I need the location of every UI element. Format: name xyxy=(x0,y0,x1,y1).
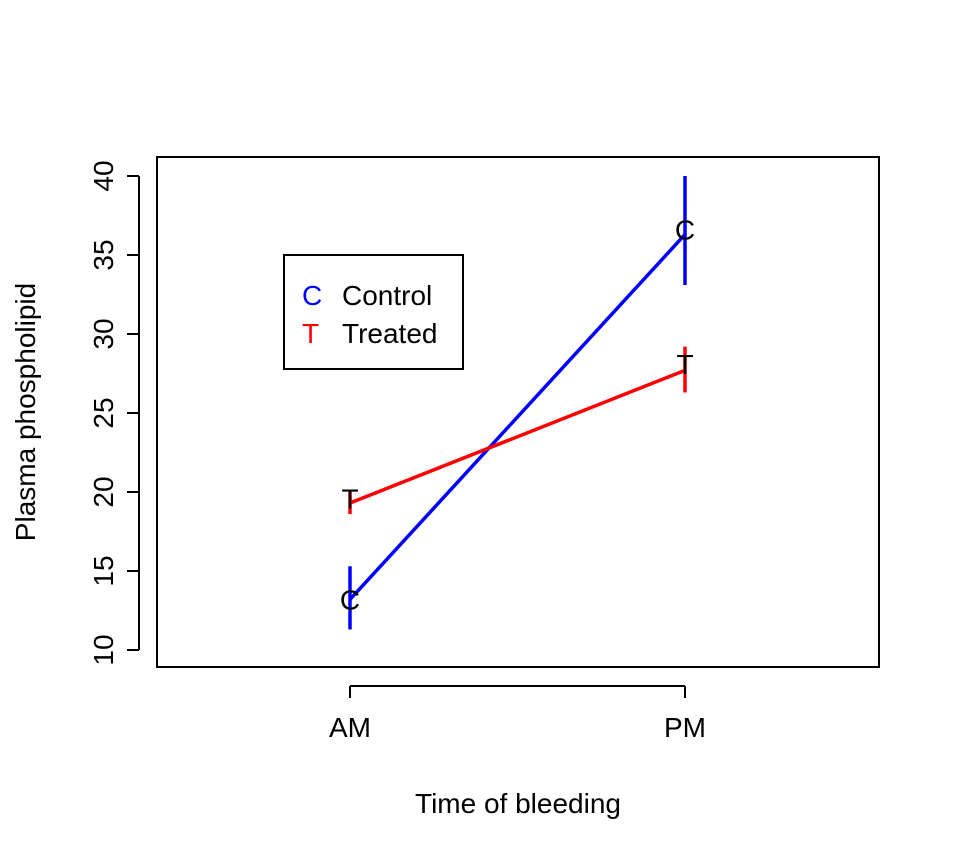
y-axis-label: Plasma phospholipid xyxy=(10,283,41,541)
legend: C Control T Treated xyxy=(283,254,464,370)
legend-label-treated: Treated xyxy=(342,318,437,349)
treated-line xyxy=(349,368,686,505)
y-tick-label: 25 xyxy=(88,397,119,428)
treated-point-marker: T xyxy=(676,349,693,380)
y-tick-label: 10 xyxy=(88,634,119,665)
control-line xyxy=(348,233,687,601)
control-point-marker: C xyxy=(340,584,360,615)
series-treated: TT xyxy=(341,346,694,514)
x-tick-label: PM xyxy=(664,712,706,743)
legend-label-control: Control xyxy=(342,280,432,311)
control-point-marker: C xyxy=(675,215,695,246)
y-axis: 10 15 20 25 30 35 40 xyxy=(88,160,140,666)
legend-symbol-control: C xyxy=(302,280,322,311)
y-tick-label: 20 xyxy=(88,476,119,507)
y-tick-label: 40 xyxy=(88,160,119,191)
plot-frame xyxy=(156,156,880,668)
x-axis-label: Time of bleeding xyxy=(415,788,621,819)
x-axis: AM PM xyxy=(329,685,706,743)
y-tick-label: 15 xyxy=(88,555,119,586)
x-tick-label: AM xyxy=(329,712,371,743)
legend-symbol-treated: T xyxy=(302,318,319,349)
treated-point-marker: T xyxy=(341,483,358,514)
y-tick-label: 35 xyxy=(88,239,119,270)
series-control: CC xyxy=(340,176,695,630)
y-tick-label: 30 xyxy=(88,318,119,349)
legend-box xyxy=(283,254,464,370)
